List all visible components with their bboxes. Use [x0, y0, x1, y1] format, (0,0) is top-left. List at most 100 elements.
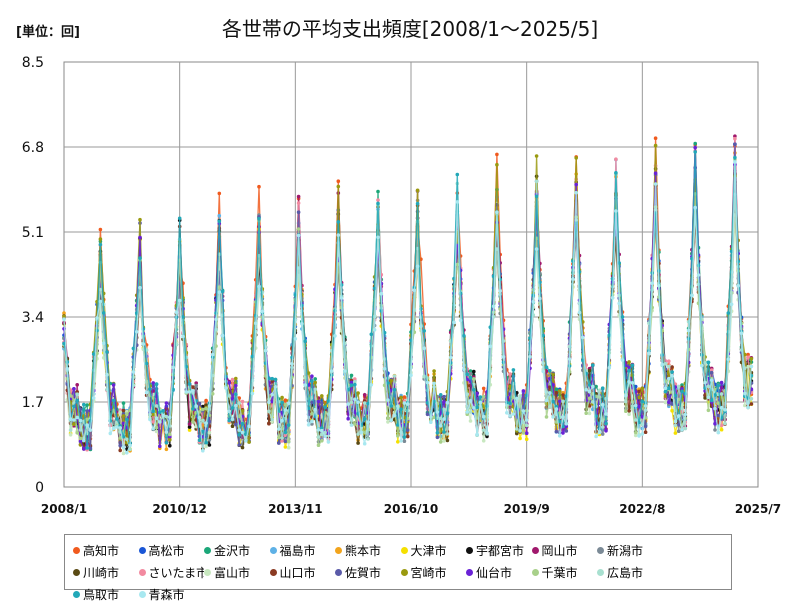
series-point	[511, 412, 516, 416]
series-point	[290, 362, 294, 366]
series-point	[399, 439, 403, 443]
series-point	[326, 399, 331, 403]
series-point	[191, 407, 195, 411]
series-point	[706, 360, 711, 365]
series-point	[435, 435, 440, 440]
series-point	[336, 184, 341, 189]
series-point	[280, 400, 284, 405]
series-point	[138, 217, 142, 222]
series-point	[667, 359, 671, 364]
series-point	[617, 301, 621, 306]
series-point	[703, 396, 707, 400]
series-point	[733, 142, 737, 147]
legend-label: 高松市	[148, 543, 185, 558]
series-point	[425, 412, 430, 417]
series-point	[78, 436, 83, 441]
legend-item: 大津市	[400, 539, 467, 561]
series-point	[369, 383, 374, 387]
series-point	[670, 408, 674, 413]
x-tick-label: 2008/1	[41, 502, 87, 516]
legend-item: 仙台市	[466, 561, 532, 583]
series-point	[310, 412, 314, 416]
series-point	[91, 396, 96, 400]
series-point	[296, 227, 301, 231]
series-point	[296, 233, 301, 238]
series-point	[663, 386, 668, 391]
series-point	[574, 156, 578, 160]
series-point	[250, 354, 255, 359]
series-point	[415, 201, 420, 206]
series-point	[121, 435, 126, 439]
series-point	[356, 432, 360, 436]
series-point	[349, 373, 354, 378]
series-point	[468, 410, 473, 414]
series-point	[101, 311, 106, 315]
series-point	[442, 394, 446, 399]
series-point	[194, 404, 198, 408]
series-point	[438, 440, 443, 444]
series-point	[557, 419, 562, 424]
series-point	[627, 360, 631, 364]
series-point	[481, 386, 486, 391]
legend-item: 高知市	[73, 539, 139, 561]
series-point	[723, 421, 727, 426]
series-point	[207, 404, 212, 408]
legend-label: 大津市	[410, 543, 447, 558]
series-point	[362, 417, 367, 421]
series-point	[667, 400, 671, 405]
series-point	[273, 385, 278, 389]
series-point	[210, 352, 215, 357]
series-point	[138, 285, 142, 290]
unit-label: [単位：回]	[16, 24, 80, 40]
series-point	[320, 401, 324, 405]
legend-item: 広島市	[597, 561, 663, 583]
series-point	[125, 451, 129, 455]
series-point	[151, 420, 155, 424]
series-point	[637, 389, 641, 394]
series-point	[346, 402, 351, 406]
series-point	[643, 430, 648, 435]
series-point	[339, 296, 344, 300]
series-point	[495, 210, 499, 214]
series-point	[663, 400, 668, 405]
series-point	[475, 391, 479, 396]
series-point	[425, 401, 430, 405]
series-point	[713, 428, 717, 432]
series-point	[201, 429, 205, 434]
legend-label: 川崎市	[83, 565, 120, 580]
legend-marker	[466, 546, 473, 554]
series-point	[177, 216, 182, 221]
series-point	[270, 376, 275, 381]
series-point	[336, 220, 341, 224]
series-point	[240, 445, 245, 450]
series-point	[475, 432, 479, 437]
series-point	[111, 426, 116, 431]
legend-label: 金沢市	[214, 543, 251, 558]
series-point	[65, 366, 70, 371]
series-point	[362, 430, 367, 435]
series-point	[75, 415, 79, 420]
series-point	[138, 235, 142, 240]
series-point	[227, 418, 231, 423]
series-point	[286, 401, 291, 406]
x-tick-label: 2013/11	[268, 502, 322, 516]
series-point	[633, 403, 638, 408]
series-point	[647, 351, 651, 356]
y-tick-label: 0	[35, 480, 44, 496]
y-tick-label: 6.8	[22, 140, 44, 156]
legend-marker	[466, 568, 473, 576]
legend-label: 熊本市	[345, 543, 382, 558]
series-point	[320, 432, 324, 437]
series-point	[405, 428, 410, 432]
series-point	[85, 403, 89, 407]
series-point	[749, 402, 754, 406]
series-point	[75, 383, 79, 387]
series-point	[214, 317, 218, 322]
series-point	[62, 341, 66, 346]
series-point	[240, 430, 245, 435]
series-point	[630, 381, 635, 385]
series-point	[498, 289, 503, 293]
series-point	[118, 436, 122, 440]
series-point	[164, 441, 169, 445]
series-point	[247, 424, 251, 429]
